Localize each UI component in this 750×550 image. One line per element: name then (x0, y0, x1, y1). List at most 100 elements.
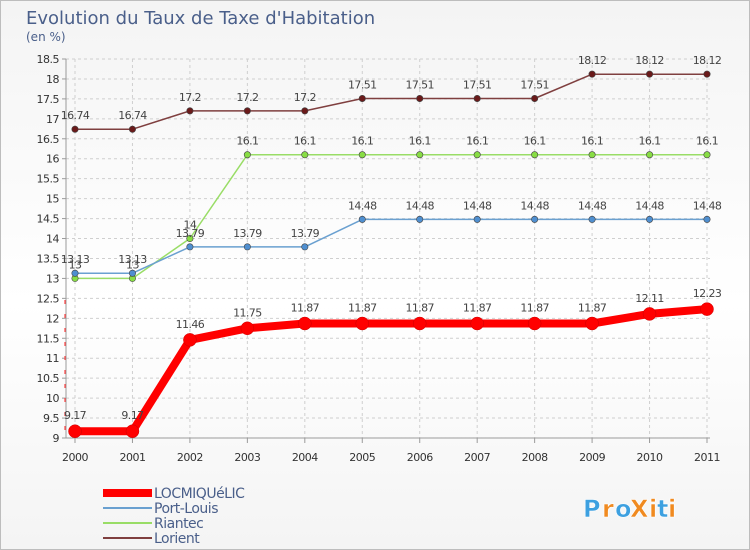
data-point (646, 70, 654, 78)
data-point (646, 215, 654, 223)
data-point (186, 107, 194, 115)
data-point (240, 321, 255, 336)
y-tick-label: 16.5 (37, 133, 60, 146)
data-label: 18.12 (635, 54, 664, 67)
x-tick-label: 2010 (637, 451, 663, 464)
data-label: 16.1 (466, 135, 488, 148)
data-point (68, 424, 82, 438)
data-label: 17.51 (520, 78, 549, 91)
data-label: 12.11 (635, 292, 664, 305)
data-label: 11.46 (176, 318, 205, 331)
data-label: 11.75 (233, 306, 262, 319)
data-point (473, 215, 481, 223)
data-label: 16.1 (696, 135, 718, 148)
brand-logo-letter: X (630, 495, 649, 523)
data-label: 9.17 (121, 409, 144, 422)
x-tick-label: 2007 (464, 451, 490, 464)
data-point (298, 316, 312, 331)
data-label: 16.1 (351, 135, 373, 148)
legend-label: Port-Louis (154, 501, 218, 517)
data-point (71, 269, 79, 277)
data-label: 16.74 (118, 109, 147, 122)
y-tick-label: 9.5 (43, 412, 59, 425)
data-point (243, 243, 251, 251)
chart-title: Evolution du Taux de Taxe d'Habitation (26, 8, 375, 29)
data-point (186, 243, 194, 251)
data-label: 12.23 (693, 287, 722, 300)
x-tick-label: 2009 (579, 451, 605, 464)
brand-logo-letter: i (668, 495, 676, 523)
data-point (473, 94, 481, 102)
y-tick-label: 9 (53, 432, 60, 445)
x-tick-label: 2003 (234, 451, 260, 464)
data-label: 11.87 (348, 302, 377, 315)
y-tick-label: 16 (46, 153, 59, 166)
data-point (358, 94, 366, 102)
y-tick-label: 14 (46, 233, 59, 246)
y-tick-label: 11.5 (37, 332, 60, 345)
data-point (416, 151, 424, 159)
data-point (301, 243, 309, 251)
data-label: 16.1 (581, 135, 603, 148)
data-point (588, 151, 596, 159)
data-point (646, 151, 654, 159)
data-label: 16.1 (524, 135, 546, 148)
data-label: 16.1 (638, 135, 660, 148)
series-line-lorient (74, 73, 708, 130)
y-tick-label: 17 (46, 113, 59, 126)
data-point (531, 151, 539, 159)
data-point (470, 316, 484, 331)
data-label: 14.48 (405, 199, 434, 212)
data-label: 17.2 (236, 91, 258, 104)
y-tick-label: 17.5 (37, 93, 60, 106)
y-tick-label: 13 (46, 272, 59, 285)
y-tick-label: 15 (46, 193, 59, 206)
x-tick-label: 2004 (292, 451, 318, 464)
data-label: 17.51 (463, 78, 492, 91)
data-label: 11.87 (463, 302, 492, 315)
data-label: 11.87 (578, 302, 607, 315)
data-point (301, 107, 309, 115)
x-tick-label: 2000 (62, 451, 88, 464)
y-tick-label: 18.5 (37, 53, 60, 66)
data-point (416, 94, 424, 102)
data-point (355, 316, 370, 331)
data-point (642, 307, 657, 321)
y-tick-label: 13.5 (37, 252, 60, 265)
data-point (588, 215, 596, 223)
y-tick-label: 11 (46, 352, 59, 365)
legend-label: LOCMIQUéLIC (154, 486, 245, 502)
data-point (412, 316, 427, 331)
data-label: 13 (69, 258, 82, 271)
data-point (243, 107, 251, 115)
x-tick-label: 2005 (349, 451, 375, 464)
y-tick-label: 14.5 (37, 213, 60, 226)
brand-logo-letter: t (657, 495, 668, 523)
y-tick-label: 10.5 (37, 372, 60, 385)
chart-subtitle: (en %) (26, 30, 66, 44)
data-point (243, 151, 251, 159)
data-point (700, 302, 714, 316)
data-label: 16.1 (236, 135, 258, 148)
x-tick-label: 2011 (694, 451, 720, 464)
brand-logo-letter: P (583, 495, 601, 523)
data-label: 16.1 (294, 135, 316, 148)
data-label: 17.2 (179, 91, 201, 104)
data-point (71, 125, 79, 133)
data-label: 17.51 (348, 78, 377, 91)
data-label: 14.48 (348, 199, 377, 212)
data-label: 13.79 (291, 227, 320, 240)
data-label: 14.48 (578, 199, 607, 212)
data-point (703, 215, 711, 223)
data-label: 9.17 (64, 409, 87, 422)
data-label: 13.79 (176, 227, 205, 240)
y-tick-label: 12.5 (37, 292, 60, 305)
data-label: 13 (126, 258, 139, 271)
legend-label: Lorient (154, 531, 200, 547)
x-tick-label: 2006 (407, 451, 433, 464)
y-tick-label: 18 (46, 73, 59, 86)
data-point (183, 333, 197, 347)
data-label: 14 (184, 219, 197, 232)
data-point (527, 316, 542, 331)
